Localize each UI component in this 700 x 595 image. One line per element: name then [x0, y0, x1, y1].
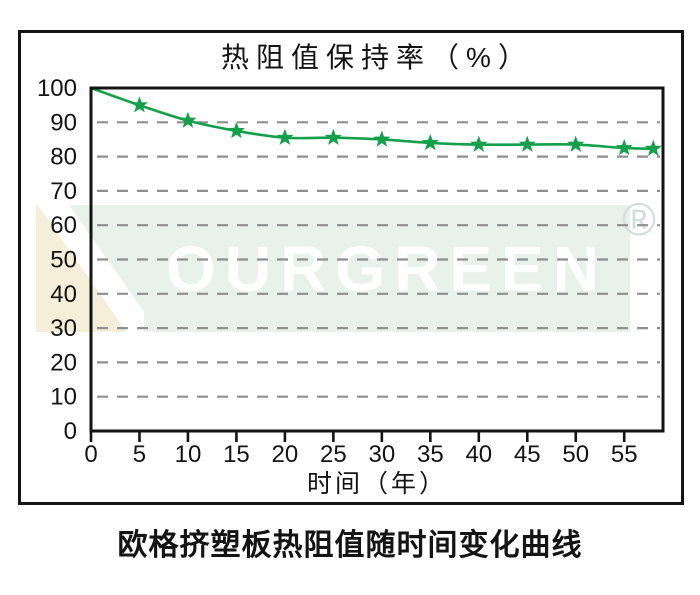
y-tick-label-30: 30	[50, 315, 77, 342]
star-marker-30	[373, 130, 391, 147]
star-marker-50	[567, 135, 585, 152]
chart-border-frame	[18, 30, 684, 505]
y-tick-label-90: 90	[50, 109, 77, 136]
x-tick-label-30: 30	[368, 441, 395, 468]
star-marker-55	[615, 139, 633, 156]
registered-trademark-icon: ®	[622, 193, 656, 245]
watermark-brand-text: OURGREEN	[166, 232, 608, 305]
x-tick-label-5: 5	[133, 441, 146, 468]
plot-frame	[89, 86, 665, 433]
star-marker-40	[470, 135, 488, 152]
star-marker-25	[324, 128, 342, 145]
x-tick-label-25: 25	[320, 441, 347, 468]
star-marker-45	[518, 135, 536, 152]
x-tick-label-10: 10	[175, 441, 202, 468]
x-axis-title: 时间（年）	[306, 470, 447, 498]
x-tick-label-0: 0	[84, 441, 97, 468]
star-marker-58	[644, 139, 662, 156]
x-tick-label-20: 20	[272, 441, 299, 468]
x-tick-label-40: 40	[465, 441, 492, 468]
y-tick-label-60: 60	[50, 212, 77, 239]
y-tick-label-10: 10	[50, 384, 77, 411]
y-tick-label-40: 40	[50, 281, 77, 308]
y-tick-label-70: 70	[50, 178, 77, 205]
y-tick-label-100: 100	[37, 75, 77, 102]
y-tick-label-20: 20	[50, 349, 77, 376]
star-marker-20	[276, 128, 294, 145]
figure-caption: 欧格挤塑板热阻值随时间变化曲线	[117, 529, 583, 562]
chart-title: 热阻值保持率（%）	[221, 42, 533, 73]
x-tick-label-15: 15	[223, 441, 250, 468]
x-tick-label-50: 50	[562, 441, 589, 468]
y-tick-label-50: 50	[50, 247, 77, 274]
series-line	[89, 86, 655, 150]
x-tick-label-45: 45	[514, 441, 541, 468]
y-tick-label-80: 80	[50, 144, 77, 171]
x-tick-label-35: 35	[417, 441, 444, 468]
star-marker-35	[421, 133, 439, 151]
star-marker-5	[130, 96, 148, 113]
x-tick-label-55: 55	[611, 441, 638, 468]
star-marker-15	[227, 121, 245, 139]
star-marker-10	[179, 111, 197, 128]
y-tick-label-0: 0	[64, 418, 77, 445]
